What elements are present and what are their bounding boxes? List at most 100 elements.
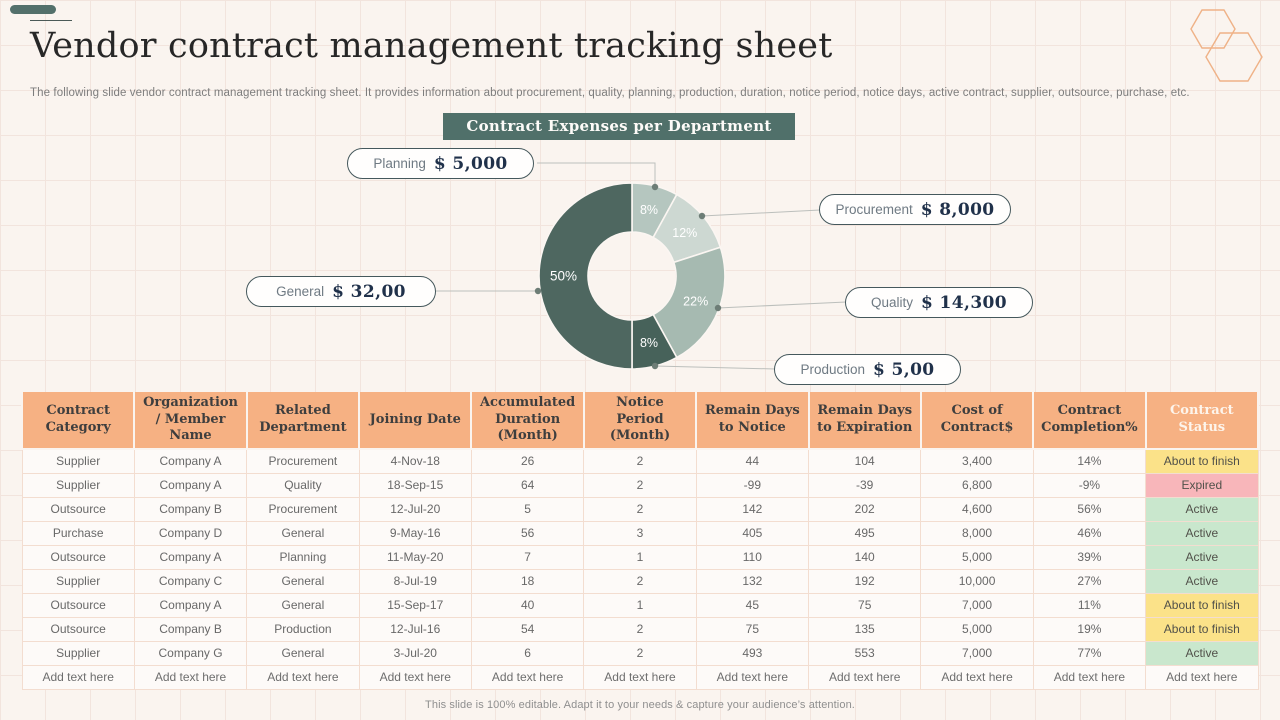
add-text-cell[interactable]: Add text here (470, 664, 585, 690)
column-header-4: Joining Date (358, 392, 473, 450)
table-row: Outsource Company A Planning 11-May-20 7 1 110… (21, 544, 1259, 570)
status-badge: About to finish (1145, 592, 1259, 618)
leader-line (717, 301, 847, 309)
donut-segment-planning (631, 182, 678, 239)
column-header-8: Remain Days to Expiration (807, 392, 922, 450)
add-text-cell[interactable]: Add text here (1145, 664, 1259, 690)
donut-percent-label: 50% (550, 269, 577, 284)
accent-bar (10, 5, 56, 14)
table-cell: Quality (246, 472, 360, 498)
table-cell: Planning (246, 544, 360, 570)
hexagon-large-icon (1205, 32, 1263, 82)
table-row: Supplier Company A Procurement 4-Nov-18 26 2 4… (21, 448, 1259, 474)
callout-planning: Planning $ 5,000 (347, 148, 534, 179)
table-cell: 1 (583, 544, 697, 570)
table-cell: 5 (470, 496, 585, 522)
table-cell: 12-Jul-16 (358, 616, 472, 642)
table-cell: 202 (808, 496, 922, 522)
leader-line (537, 162, 656, 187)
table-cell: Production (246, 616, 360, 642)
column-header-10: Contract Completion% (1032, 392, 1147, 450)
table-cell: 56% (1032, 496, 1147, 522)
leader-dot (698, 212, 706, 220)
leader-dot (714, 304, 722, 312)
table-cell: 6 (470, 640, 585, 666)
add-text-cell[interactable]: Add text here (358, 664, 472, 690)
status-badge: About to finish (1145, 448, 1259, 474)
table-cell: Supplier (21, 448, 135, 474)
table-row: Outsource Company B Production 12-Jul-16 54 2… (21, 616, 1259, 642)
table-cell: 75 (808, 592, 922, 618)
table-cell: General (246, 520, 360, 546)
leader-dot (651, 362, 659, 370)
donut-segment-quality (652, 246, 726, 359)
table-row: Outsource Company A General 15-Sep-17 40 1 45 7… (21, 592, 1259, 618)
callout-label: Procurement (835, 202, 913, 217)
table-cell: 44 (695, 448, 810, 474)
table-cell: -39 (808, 472, 922, 498)
column-header-3: Related Department (245, 392, 361, 450)
column-header-5: Accumulated Duration (Month) (470, 392, 585, 450)
add-text-cell[interactable]: Add text here (808, 664, 922, 690)
table-cell: 7 (470, 544, 585, 570)
table-cell: Outsource (21, 496, 135, 522)
table-cell: 2 (583, 472, 697, 498)
status-badge: Active (1145, 520, 1259, 546)
table-cell: 75 (695, 616, 810, 642)
table-cell: Procurement (246, 496, 360, 522)
callout-quality: Quality $ 14,300 (845, 287, 1033, 318)
callout-amount: $ 32,00 (332, 281, 406, 302)
add-text-cell[interactable]: Add text here (583, 664, 697, 690)
table-cell: Supplier (21, 640, 135, 666)
table-body: Supplier Company A Procurement 4-Nov-18 26 2 4… (21, 448, 1259, 690)
table-cell: 15-Sep-17 (358, 592, 472, 618)
table-cell: 3 (583, 520, 697, 546)
table-cell: 493 (695, 640, 810, 666)
table-cell: 553 (808, 640, 922, 666)
hexagon-small-icon (1190, 9, 1236, 49)
donut-segment-procurement (652, 193, 722, 264)
leader-dot (651, 183, 659, 191)
add-text-cell[interactable]: Add text here (246, 664, 360, 690)
table-cell: Company A (133, 544, 248, 570)
table-cell: 10,000 (920, 568, 1034, 594)
callout-amount: $ 14,300 (921, 292, 1008, 313)
leader-dot (534, 287, 542, 295)
table-cell: 18 (470, 568, 585, 594)
donut-percent-label: 12% (672, 226, 697, 240)
table-cell: -99 (695, 472, 810, 498)
add-text-cell[interactable]: Add text here (1032, 664, 1147, 690)
add-text-cell[interactable]: Add text here (920, 664, 1034, 690)
table-cell: -9% (1032, 472, 1147, 498)
table-row: Purchase Company D General 9-May-16 56 3 405 49… (21, 520, 1259, 546)
table-cell: 26 (470, 448, 585, 474)
status-badge: Active (1145, 496, 1259, 522)
callout-label: Production (800, 362, 865, 377)
donut-percent-label: 8% (640, 336, 658, 350)
add-text-cell[interactable]: Add text here (695, 664, 810, 690)
table-cell: Company D (133, 520, 248, 546)
column-header-2: Organization / Member Name (133, 392, 248, 450)
table-cell: 135 (808, 616, 922, 642)
add-text-cell[interactable]: Add text here (133, 664, 248, 690)
callout-amount: $ 5,00 (872, 359, 935, 380)
table-cell: 54 (470, 616, 585, 642)
table-cell: Outsource (21, 616, 135, 642)
callout-amount: $ 5,000 (433, 153, 508, 174)
chart-title: Contract Expenses per Department (443, 113, 795, 140)
table-cell: 6,800 (920, 472, 1034, 498)
add-text-cell[interactable]: Add text here (21, 664, 135, 690)
table-cell: 2 (583, 616, 697, 642)
table-cell: 8-Jul-19 (358, 568, 472, 594)
status-badge: Active (1145, 568, 1259, 594)
table-cell: Company A (133, 448, 248, 474)
column-header-11: Contract Status (1144, 392, 1260, 450)
table-cell: 3,400 (920, 448, 1034, 474)
donut-segment-production (631, 313, 678, 370)
table-cell: 11% (1032, 592, 1147, 618)
table-cell: 9-May-16 (358, 520, 472, 546)
table-cell: General (246, 568, 360, 594)
column-header-6: Notice Period (Month) (582, 392, 698, 450)
callout-general: General $ 32,00 (246, 276, 436, 307)
